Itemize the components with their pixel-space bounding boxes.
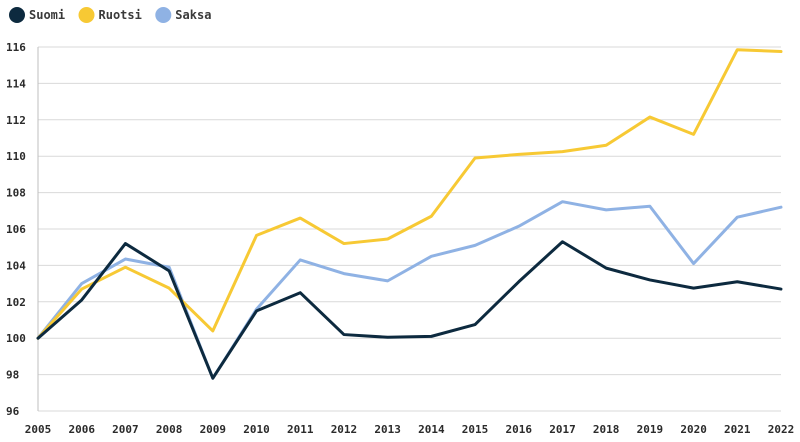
x-tick-label: 2020 bbox=[680, 423, 707, 436]
x-tick-label: 2017 bbox=[549, 423, 576, 436]
series-line-ruotsi bbox=[36, 48, 783, 340]
x-tick-label: 2005 bbox=[25, 423, 52, 436]
x-tick-label: 2013 bbox=[374, 423, 401, 436]
y-tick-label: 104 bbox=[6, 259, 26, 272]
x-tick-label: 2022 bbox=[768, 423, 795, 436]
x-tick-label: 2016 bbox=[506, 423, 533, 436]
x-tick-label: 2012 bbox=[331, 423, 358, 436]
x-axis-ticks: 2005 2006 2007 2008 2009 2010 2011 2012 2013 2014… bbox=[25, 423, 795, 436]
y-tick-label: 96 bbox=[6, 405, 20, 418]
legend-marker-ruotsi bbox=[78, 7, 95, 23]
x-tick-label: 2011 bbox=[287, 423, 314, 436]
x-tick-label: 2021 bbox=[724, 423, 751, 436]
legend: Suomi Ruotsi Saksa bbox=[9, 7, 211, 23]
legend-label-suomi: Suomi bbox=[29, 8, 65, 22]
y-tick-label: 116 bbox=[6, 41, 26, 54]
series-line-suomi bbox=[36, 240, 783, 380]
y-tick-label: 100 bbox=[6, 332, 26, 345]
y-tick-label: 110 bbox=[6, 150, 26, 163]
x-tick-label: 2019 bbox=[637, 423, 664, 436]
y-axis-ticks: 96 98 100 102 104 106 108 110 112 114 116 bbox=[6, 41, 26, 418]
x-tick-label: 2010 bbox=[243, 423, 270, 436]
y-tick-label: 102 bbox=[6, 296, 26, 309]
y-tick-label: 108 bbox=[6, 187, 26, 200]
legend-marker-saksa bbox=[155, 7, 172, 23]
legend-label-ruotsi: Ruotsi bbox=[99, 8, 142, 22]
x-tick-label: 2014 bbox=[418, 423, 445, 436]
y-tick-label: 98 bbox=[6, 369, 19, 382]
x-tick-label: 2015 bbox=[462, 423, 489, 436]
y-tick-label: 106 bbox=[6, 223, 26, 236]
y-tick-label: 112 bbox=[6, 114, 26, 127]
x-tick-label: 2018 bbox=[593, 423, 620, 436]
y-tick-label: 114 bbox=[6, 77, 26, 90]
series-lines bbox=[36, 48, 783, 380]
x-tick-label: 2008 bbox=[156, 423, 183, 436]
x-tick-label: 2006 bbox=[68, 423, 95, 436]
legend-marker-suomi bbox=[9, 7, 25, 23]
legend-label-saksa: Saksa bbox=[175, 8, 211, 22]
x-tick-label: 2009 bbox=[200, 423, 227, 436]
x-tick-label: 2007 bbox=[112, 423, 139, 436]
